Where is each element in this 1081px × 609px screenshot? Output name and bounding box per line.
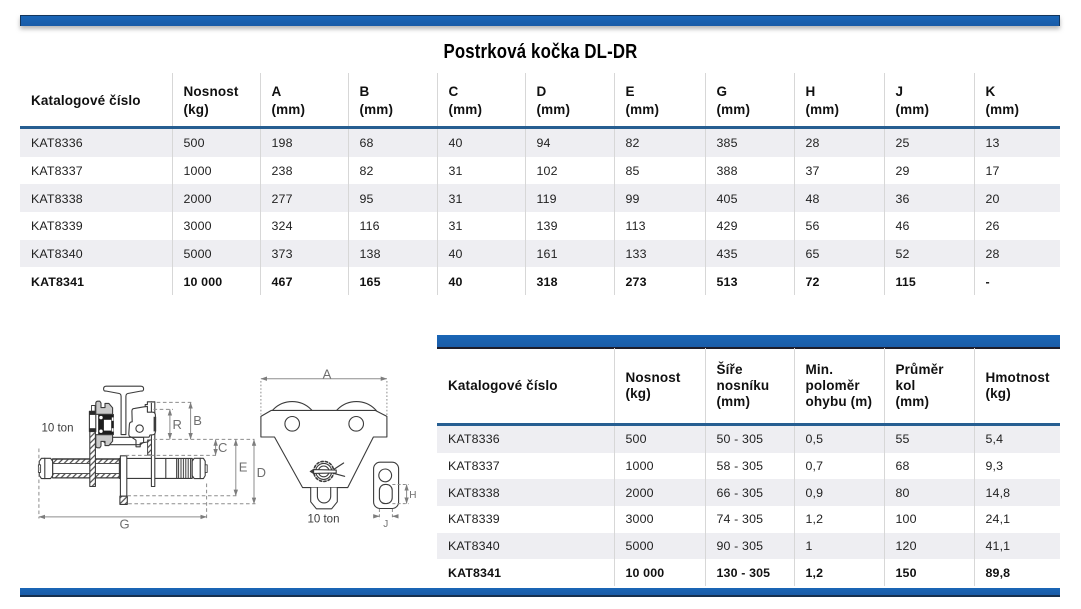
svg-text:D: D [257,465,266,480]
svg-text:J: J [383,519,388,530]
svg-text:A: A [323,366,332,381]
svg-text:H: H [409,490,416,501]
svg-text:C: C [218,440,227,455]
svg-text:10 ton: 10 ton [42,423,74,435]
svg-text:B: B [193,413,202,428]
svg-text:10 ton: 10 ton [308,514,340,526]
svg-text:E: E [239,460,248,475]
svg-text:G: G [120,517,130,532]
svg-text:R: R [173,417,182,432]
